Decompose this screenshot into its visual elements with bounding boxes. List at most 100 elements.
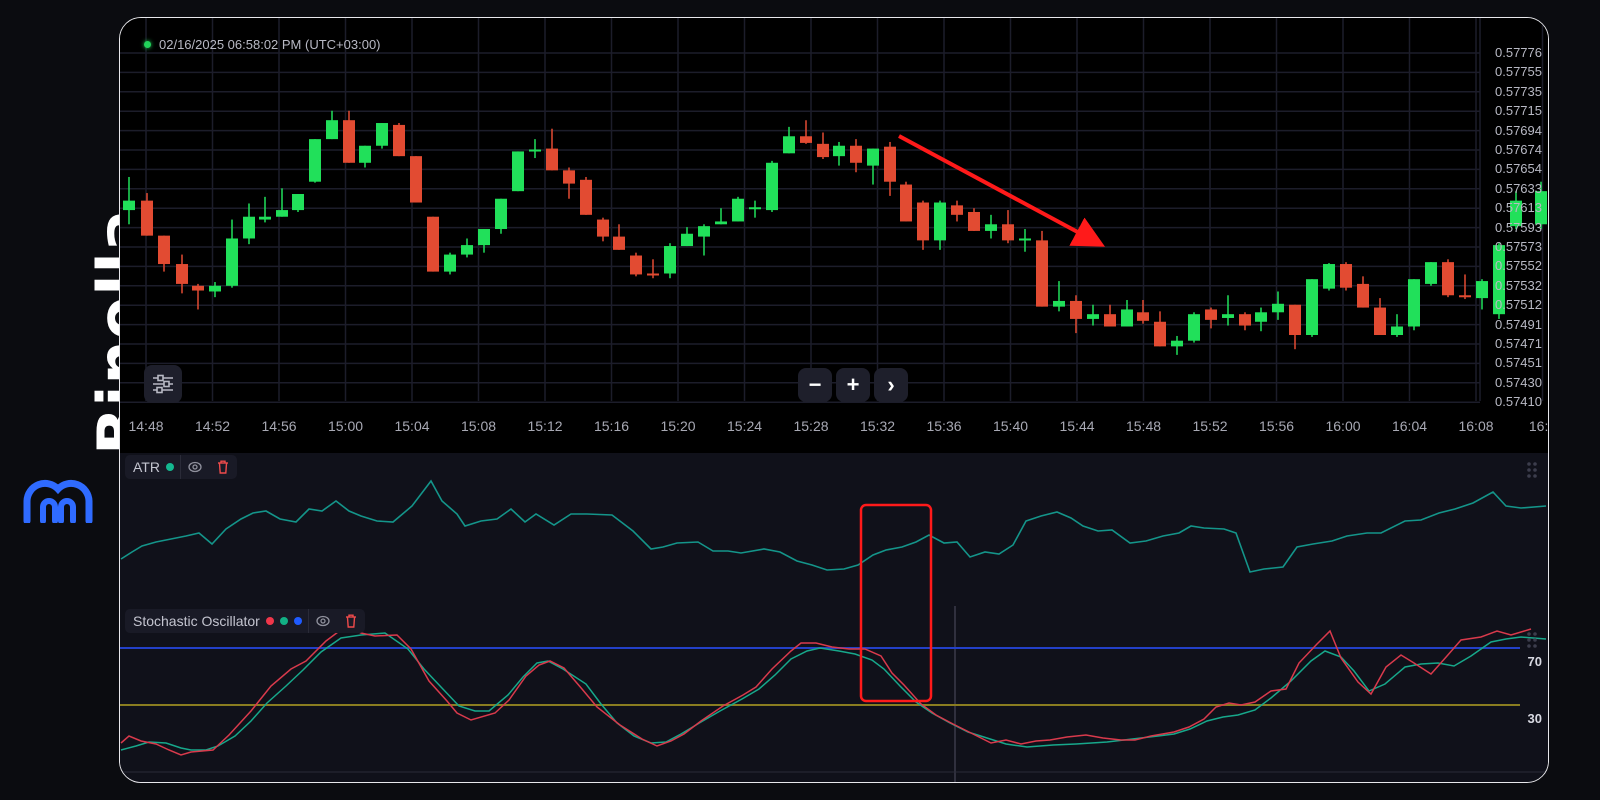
- candle[interactable]: [141, 193, 153, 236]
- candle[interactable]: [1289, 304, 1301, 350]
- candle[interactable]: [259, 196, 271, 223]
- candle[interactable]: [766, 160, 778, 212]
- zoom-in-button[interactable]: +: [836, 368, 870, 402]
- candle[interactable]: [359, 145, 371, 168]
- candle[interactable]: [512, 151, 524, 192]
- candle[interactable]: [123, 176, 135, 225]
- candle[interactable]: [1121, 299, 1133, 327]
- candle[interactable]: [427, 216, 439, 272]
- candle[interactable]: [1459, 274, 1471, 300]
- candle[interactable]: [1442, 259, 1454, 298]
- candle[interactable]: [850, 139, 862, 173]
- candle[interactable]: [1053, 281, 1065, 312]
- candle[interactable]: [563, 167, 575, 199]
- candle[interactable]: [1154, 311, 1166, 347]
- candle[interactable]: [529, 139, 541, 159]
- candle[interactable]: [1272, 291, 1284, 320]
- candle[interactable]: [985, 214, 997, 239]
- candle[interactable]: [176, 254, 188, 294]
- candle[interactable]: [884, 141, 896, 196]
- candle[interactable]: [393, 123, 405, 157]
- candle[interactable]: [580, 176, 592, 215]
- d-line-color-dot-icon[interactable]: [279, 617, 288, 625]
- candle[interactable]: [867, 148, 879, 185]
- candle[interactable]: [1535, 181, 1547, 230]
- candle[interactable]: [276, 188, 288, 217]
- stochastic-indicator-pane[interactable]: Stochastic Oscillator 70 30: [120, 605, 1548, 782]
- candle[interactable]: [1391, 314, 1403, 337]
- candle[interactable]: [1104, 304, 1116, 327]
- candle[interactable]: [968, 208, 980, 231]
- candle[interactable]: [1002, 210, 1014, 244]
- candle[interactable]: [461, 238, 473, 258]
- candle[interactable]: [292, 194, 304, 212]
- candle[interactable]: [1306, 279, 1318, 337]
- candle[interactable]: [1087, 304, 1099, 326]
- candle[interactable]: [613, 224, 625, 250]
- atr-indicator-pane[interactable]: ATR: [120, 453, 1548, 605]
- stochastic-drag-handle-icon[interactable]: [1526, 631, 1538, 649]
- candle[interactable]: [1036, 230, 1048, 307]
- candle[interactable]: [698, 224, 710, 256]
- candle[interactable]: [1340, 262, 1352, 291]
- candle[interactable]: [495, 198, 507, 234]
- candle[interactable]: [226, 219, 238, 288]
- candle[interactable]: [783, 126, 795, 154]
- candle[interactable]: [1408, 279, 1420, 331]
- candle[interactable]: [1255, 307, 1267, 332]
- candle[interactable]: [749, 200, 761, 218]
- candle[interactable]: [1019, 229, 1031, 252]
- candle[interactable]: [1510, 191, 1522, 230]
- candle[interactable]: [309, 139, 321, 183]
- stochastic-visibility-toggle[interactable]: [309, 609, 337, 633]
- candle[interactable]: [546, 128, 558, 171]
- candle[interactable]: [1222, 295, 1234, 326]
- candle[interactable]: [209, 282, 221, 298]
- candle[interactable]: [917, 200, 929, 250]
- candle[interactable]: [478, 229, 490, 253]
- candle[interactable]: [326, 110, 338, 140]
- atr-delete-button[interactable]: [209, 455, 237, 479]
- candle[interactable]: [1357, 276, 1369, 308]
- candle[interactable]: [1137, 299, 1149, 324]
- stochastic-delete-button[interactable]: [337, 609, 365, 633]
- candle[interactable]: [1070, 295, 1082, 334]
- candle[interactable]: [1323, 263, 1335, 291]
- candle[interactable]: [647, 259, 659, 279]
- price-chart-pane[interactable]: 02/16/2025 06:58:02 PM (UTC+03:00) 0.577…: [120, 18, 1548, 453]
- k-line-color-dot-icon[interactable]: [265, 617, 274, 625]
- candle[interactable]: [343, 110, 355, 163]
- candle[interactable]: [817, 132, 829, 159]
- candle[interactable]: [376, 123, 388, 149]
- candle[interactable]: [410, 156, 422, 203]
- indicator-settings-button[interactable]: [144, 365, 182, 403]
- candle[interactable]: [664, 243, 676, 279]
- zoom-out-button[interactable]: −: [798, 368, 832, 402]
- candle[interactable]: [1374, 298, 1386, 336]
- candle[interactable]: [732, 196, 744, 222]
- scroll-to-latest-button[interactable]: ›: [874, 368, 908, 402]
- candle[interactable]: [1239, 312, 1251, 331]
- candle[interactable]: [597, 217, 609, 242]
- candle[interactable]: [900, 181, 912, 222]
- candle[interactable]: [1476, 279, 1488, 310]
- candle[interactable]: [1188, 312, 1200, 343]
- candle[interactable]: [800, 120, 812, 144]
- atr-drag-handle-icon[interactable]: [1526, 461, 1538, 479]
- candle[interactable]: [192, 283, 204, 310]
- candle[interactable]: [681, 227, 693, 247]
- levels-color-dot-icon[interactable]: [293, 617, 302, 625]
- candle[interactable]: [243, 203, 255, 245]
- candle[interactable]: [1205, 307, 1217, 329]
- candle[interactable]: [1425, 262, 1437, 286]
- candle[interactable]: [833, 141, 845, 166]
- candle[interactable]: [951, 200, 963, 222]
- candle[interactable]: [630, 252, 642, 277]
- candle[interactable]: [715, 208, 727, 225]
- candle[interactable]: [1171, 335, 1183, 355]
- atr-color-dot-icon[interactable]: [165, 463, 174, 471]
- candle[interactable]: [158, 235, 170, 272]
- candle[interactable]: [1493, 243, 1505, 319]
- atr-visibility-toggle[interactable]: [181, 455, 209, 479]
- candle[interactable]: [444, 252, 456, 275]
